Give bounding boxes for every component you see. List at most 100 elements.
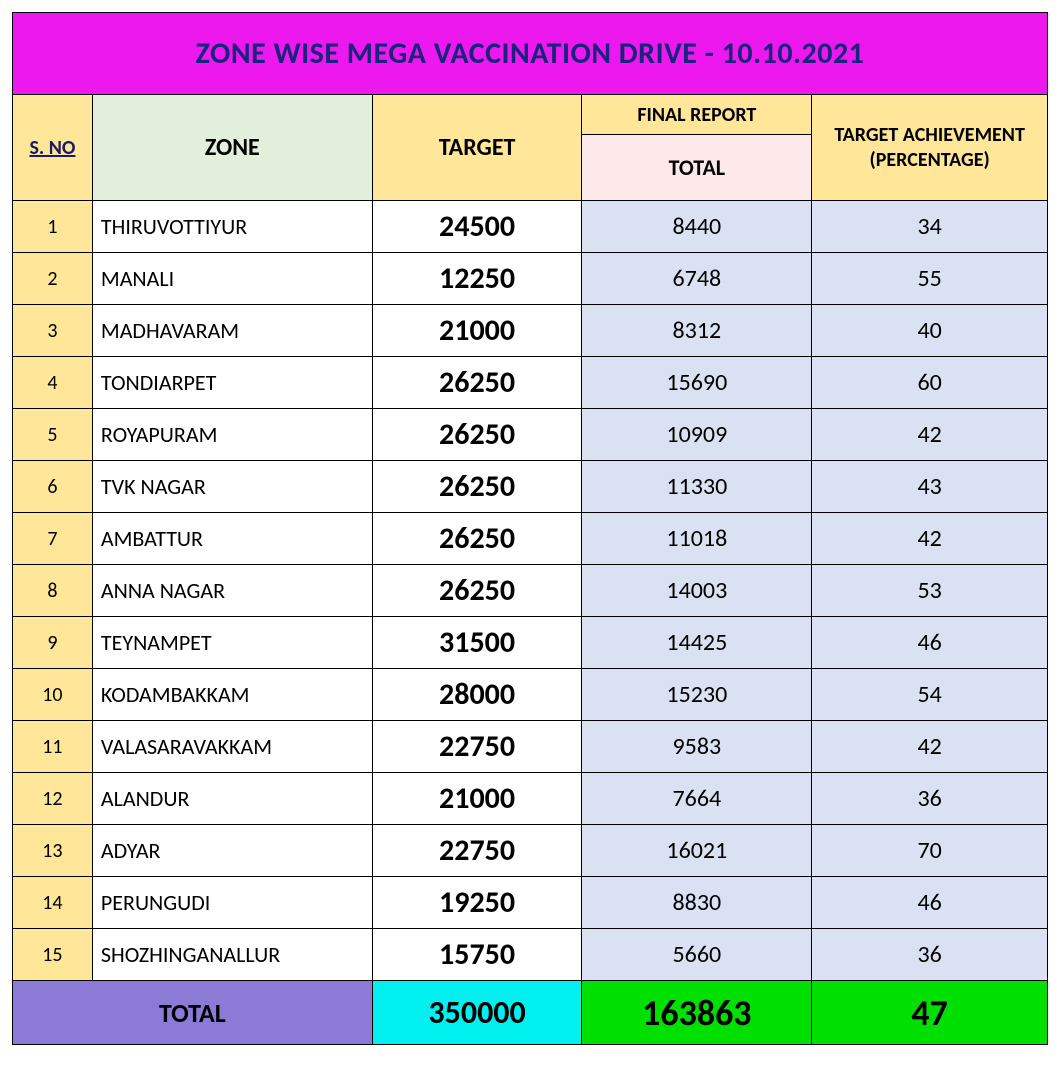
cell-target: 22750: [372, 721, 582, 773]
cell-target: 26250: [372, 565, 582, 617]
table-row: 12ALANDUR21000766436: [13, 773, 1048, 825]
header-total: TOTAL: [582, 135, 812, 201]
cell-sno: 5: [13, 409, 93, 461]
cell-achievement: 43: [812, 461, 1048, 513]
table-row: 5ROYAPURAM262501090942: [13, 409, 1048, 461]
table-row: 1THIRUVOTTIYUR24500844034: [13, 201, 1048, 253]
table-row: 14PERUNGUDI19250883046: [13, 877, 1048, 929]
cell-achievement: 60: [812, 357, 1048, 409]
cell-total: 14003: [582, 565, 812, 617]
footer-target: 350000: [372, 981, 582, 1045]
cell-total: 15690: [582, 357, 812, 409]
cell-total: 8312: [582, 305, 812, 357]
table-row: 10KODAMBAKKAM280001523054: [13, 669, 1048, 721]
cell-target: 24500: [372, 201, 582, 253]
table-row: 8ANNA NAGAR262501400353: [13, 565, 1048, 617]
cell-zone: TEYNAMPET: [92, 617, 372, 669]
cell-total: 6748: [582, 253, 812, 305]
header-target: TARGET: [372, 95, 582, 201]
cell-achievement: 42: [812, 513, 1048, 565]
cell-zone: TONDIARPET: [92, 357, 372, 409]
header-sno: S. NO: [13, 95, 93, 201]
header-achievement: TARGET ACHIEVEMENT (PERCENTAGE): [812, 95, 1048, 201]
cell-achievement: 46: [812, 617, 1048, 669]
cell-target: 31500: [372, 617, 582, 669]
cell-achievement: 70: [812, 825, 1048, 877]
cell-target: 22750: [372, 825, 582, 877]
cell-total: 8440: [582, 201, 812, 253]
cell-zone: SHOZHINGANALLUR: [92, 929, 372, 981]
cell-achievement: 53: [812, 565, 1048, 617]
cell-total: 11330: [582, 461, 812, 513]
cell-total: 16021: [582, 825, 812, 877]
cell-sno: 12: [13, 773, 93, 825]
cell-sno: 9: [13, 617, 93, 669]
cell-target: 26250: [372, 461, 582, 513]
table-row: 4TONDIARPET262501569060: [13, 357, 1048, 409]
cell-total: 14425: [582, 617, 812, 669]
cell-total: 11018: [582, 513, 812, 565]
cell-target: 26250: [372, 513, 582, 565]
cell-sno: 2: [13, 253, 93, 305]
cell-zone: MANALI: [92, 253, 372, 305]
cell-zone: AMBATTUR: [92, 513, 372, 565]
cell-sno: 13: [13, 825, 93, 877]
table-row: 2MANALI12250674855: [13, 253, 1048, 305]
cell-target: 12250: [372, 253, 582, 305]
cell-total: 7664: [582, 773, 812, 825]
cell-achievement: 40: [812, 305, 1048, 357]
cell-achievement: 36: [812, 773, 1048, 825]
cell-zone: THIRUVOTTIYUR: [92, 201, 372, 253]
cell-achievement: 36: [812, 929, 1048, 981]
cell-total: 9583: [582, 721, 812, 773]
cell-zone: ROYAPURAM: [92, 409, 372, 461]
cell-total: 8830: [582, 877, 812, 929]
table-row: 6TVK NAGAR262501133043: [13, 461, 1048, 513]
table-row: 11VALASARAVAKKAM22750958342: [13, 721, 1048, 773]
table-row: 3MADHAVARAM21000831240: [13, 305, 1048, 357]
cell-target: 21000: [372, 773, 582, 825]
cell-sno: 14: [13, 877, 93, 929]
cell-achievement: 42: [812, 721, 1048, 773]
cell-sno: 6: [13, 461, 93, 513]
cell-zone: MADHAVARAM: [92, 305, 372, 357]
cell-total: 15230: [582, 669, 812, 721]
cell-sno: 3: [13, 305, 93, 357]
cell-achievement: 55: [812, 253, 1048, 305]
cell-target: 21000: [372, 305, 582, 357]
vaccination-table: ZONE WISE MEGA VACCINATION DRIVE - 10.10…: [12, 12, 1048, 1045]
table-row: 7AMBATTUR262501101842: [13, 513, 1048, 565]
cell-sno: 10: [13, 669, 93, 721]
cell-zone: PERUNGUDI: [92, 877, 372, 929]
cell-target: 26250: [372, 409, 582, 461]
footer-total: 163863: [582, 981, 812, 1045]
cell-zone: VALASARAVAKKAM: [92, 721, 372, 773]
cell-total: 5660: [582, 929, 812, 981]
cell-sno: 15: [13, 929, 93, 981]
table-row: 15SHOZHINGANALLUR15750566036: [13, 929, 1048, 981]
cell-achievement: 42: [812, 409, 1048, 461]
cell-total: 10909: [582, 409, 812, 461]
cell-sno: 1: [13, 201, 93, 253]
cell-achievement: 34: [812, 201, 1048, 253]
table-title: ZONE WISE MEGA VACCINATION DRIVE - 10.10…: [13, 13, 1048, 95]
cell-zone: ALANDUR: [92, 773, 372, 825]
cell-sno: 7: [13, 513, 93, 565]
table-row: 13ADYAR227501602170: [13, 825, 1048, 877]
header-final-report: FINAL REPORT: [582, 95, 812, 135]
cell-target: 19250: [372, 877, 582, 929]
footer-achievement: 47: [812, 981, 1048, 1045]
cell-zone: ADYAR: [92, 825, 372, 877]
cell-zone: KODAMBAKKAM: [92, 669, 372, 721]
cell-zone: ANNA NAGAR: [92, 565, 372, 617]
table-row: 9TEYNAMPET315001442546: [13, 617, 1048, 669]
cell-achievement: 54: [812, 669, 1048, 721]
cell-sno: 11: [13, 721, 93, 773]
cell-target: 15750: [372, 929, 582, 981]
footer-label: TOTAL: [13, 981, 373, 1045]
cell-target: 26250: [372, 357, 582, 409]
cell-achievement: 46: [812, 877, 1048, 929]
cell-sno: 8: [13, 565, 93, 617]
cell-target: 28000: [372, 669, 582, 721]
header-zone: ZONE: [92, 95, 372, 201]
